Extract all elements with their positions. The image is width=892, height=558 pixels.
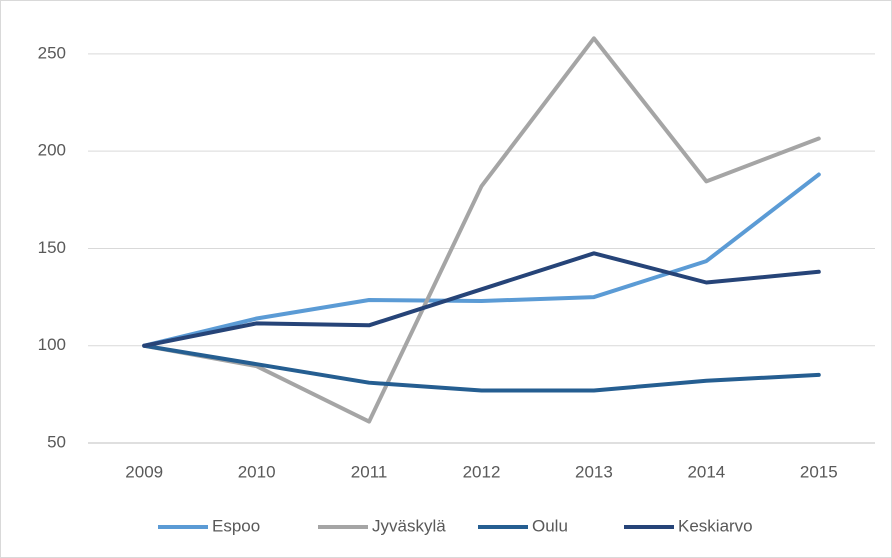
x-tick-label: 2009 [125, 462, 163, 481]
x-tick-label: 2015 [800, 462, 838, 481]
series-line [142, 343, 821, 393]
y-tick-label: 150 [38, 238, 66, 257]
x-tick-label: 2011 [351, 462, 388, 481]
x-tick-label: 2012 [463, 462, 501, 481]
series-line [142, 251, 821, 348]
legend-label: Oulu [532, 516, 568, 535]
y-tick-label: 200 [38, 141, 66, 160]
legend-label: Keskiarvo [678, 516, 753, 535]
y-tick-label: 100 [38, 335, 66, 354]
y-tick-label: 250 [38, 43, 66, 62]
series-line [142, 172, 821, 348]
legend-label: Espoo [212, 516, 260, 535]
x-tick-label: 2014 [687, 462, 725, 481]
y-tick-label: 50 [47, 432, 66, 451]
legend-label: Jyväskylä [372, 516, 446, 535]
x-tick-label: 2013 [575, 462, 613, 481]
x-tick-label: 2010 [238, 462, 276, 481]
